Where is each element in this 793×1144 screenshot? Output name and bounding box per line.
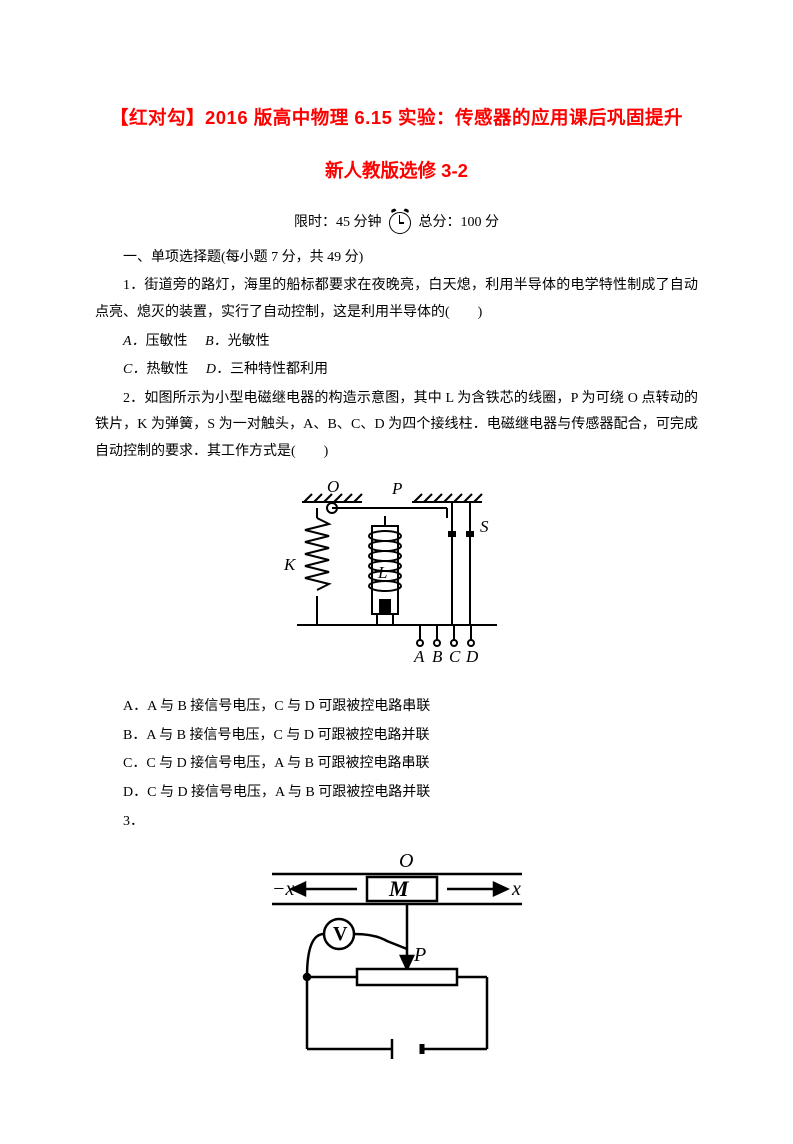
q1-opt-d-text: 三种特性都利用	[230, 362, 328, 377]
q2-opt-c: C．C 与 D 接信号电压，A 与 B 可跟被控电路串联	[95, 751, 698, 778]
q1-stem: 1．街道旁的路灯，海里的船标都要求在夜晚亮，白天熄，利用半导体的电学特性制成了自…	[95, 273, 698, 326]
fig2-label-mx: −x	[272, 878, 294, 900]
q1-opt-a-label: A．	[123, 334, 146, 349]
title-sub: 新人教版选修 3-2	[95, 153, 698, 188]
fig1-label-l: L	[377, 563, 387, 582]
q2-opt-a: A．A 与 B 接信号电压，C 与 D 可跟被控电路串联	[95, 694, 698, 721]
fig2-label-p: P	[413, 944, 426, 966]
section-1-heading: 一、单项选择题(每小题 7 分，共 49 分)	[95, 245, 698, 272]
title-main: 【红对勾】2016 版高中物理 6.15 实验：传感器的应用课后巩固提升	[95, 100, 698, 135]
q2-opt-b: B．A 与 B 接信号电压，C 与 D 可跟被控电路并联	[95, 723, 698, 750]
clock-icon	[389, 212, 411, 234]
q1-opt-c-label: C．	[123, 362, 146, 377]
time-limit-value: 45 分钟	[336, 215, 382, 230]
fig2-label-m: M	[388, 876, 410, 901]
fig1-label-p: P	[391, 480, 402, 498]
fig2-label-v: V	[333, 923, 348, 945]
q1-opt-b-text: 光敏性	[228, 334, 270, 349]
q3-figure: O M −x x V P	[95, 849, 698, 1090]
fig1-label-c: C	[449, 647, 461, 666]
q3-label: 3．	[95, 809, 698, 836]
q2-stem: 2．如图所示为小型电磁继电器的构造示意图，其中 L 为含铁芯的线圈，P 为可绕 …	[95, 386, 698, 466]
fig1-label-s: S	[480, 517, 489, 536]
fig1-label-d: D	[465, 647, 479, 666]
fig1-label-o: O	[327, 480, 339, 496]
q2-figure: O P K L S A B C D	[95, 480, 698, 681]
fig2-label-o: O	[399, 850, 413, 872]
q1-opt-c-text: 热敏性	[146, 362, 188, 377]
total-score-prefix: 总分：	[419, 215, 461, 230]
time-limit-prefix: 限时：	[294, 215, 336, 230]
time-score-row: 限时：45 分钟 总分：100 分	[95, 210, 698, 237]
fig1-label-b: B	[432, 647, 443, 666]
total-score-value: 100 分	[461, 215, 500, 230]
fig1-label-k: K	[283, 555, 297, 574]
fig1-label-a: A	[413, 647, 425, 666]
q1-option-row-cd: C．热敏性 D．三种特性都利用	[95, 357, 698, 384]
q1-opt-d-label: D．	[206, 362, 230, 377]
q2-opt-d: D．C 与 D 接信号电压，A 与 B 可跟被控电路并联	[95, 780, 698, 807]
q1-option-row-ab: A．压敏性 B．光敏性	[95, 329, 698, 356]
q1-opt-b-label: B．	[205, 334, 228, 349]
fig2-label-px: x	[511, 878, 521, 900]
q1-opt-a-text: 压敏性	[146, 334, 188, 349]
